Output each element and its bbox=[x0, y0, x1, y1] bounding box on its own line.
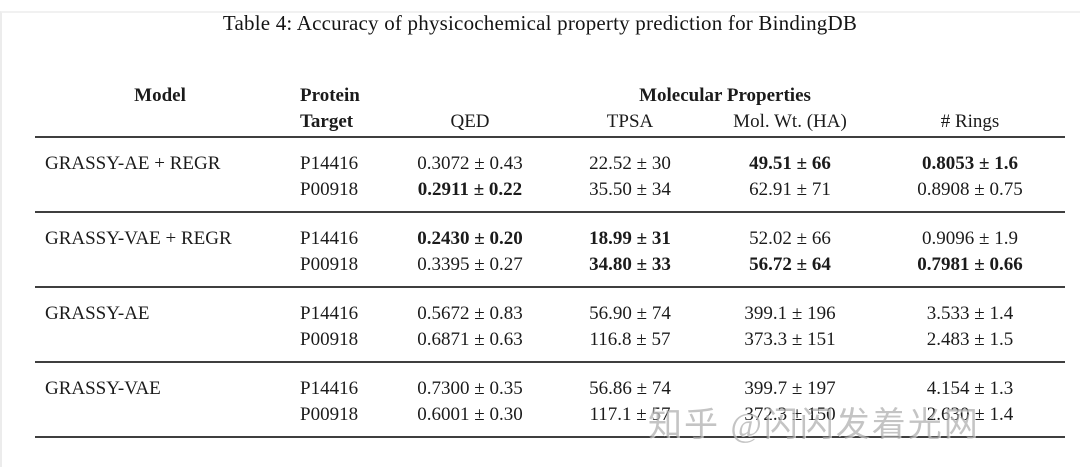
column-header-rings: # Rings bbox=[940, 111, 1000, 132]
qed-value-cell: 0.3395 ± 0.27 bbox=[417, 254, 523, 275]
protein-cell: P14416 bbox=[300, 378, 359, 399]
table-row: GRASSY-VAE + REGR P14416 0.2430 ± 0.20 18.9… bbox=[35, 226, 1065, 252]
model-cell: GRASSY-VAE bbox=[45, 378, 161, 399]
qed-value-cell: 0.6001 ± 0.30 bbox=[417, 404, 523, 425]
rings-value-cell: 2.630 ± 1.4 bbox=[926, 404, 1014, 425]
protein-cell: P14416 bbox=[300, 303, 359, 324]
tpsa-value-cell: 117.1 ± 57 bbox=[589, 404, 671, 425]
table-row: P00918 0.3395 ± 0.27 34.80 ± 33 56.72 ± 64 0… bbox=[35, 252, 1065, 278]
tpsa-value-cell: 56.90 ± 74 bbox=[589, 303, 671, 324]
protein-cell: P00918 bbox=[300, 179, 359, 200]
tpsa-value-cell: 56.86 ± 74 bbox=[589, 378, 671, 399]
tpsa-value-cell: 116.8 ± 57 bbox=[589, 329, 671, 350]
model-cell: GRASSY-VAE + REGR bbox=[45, 228, 232, 249]
column-header-protein: Protein bbox=[300, 85, 360, 106]
qed-value-cell: 0.5672 ± 0.83 bbox=[417, 303, 523, 324]
rings-value-cell: 0.8053 ± 1.6 bbox=[922, 153, 1018, 174]
tpsa-value-cell: 35.50 ± 34 bbox=[589, 179, 671, 200]
table-group: GRASSY-VAE P14416 0.7300 ± 0.35 56.86 ± 74 3… bbox=[35, 363, 1065, 438]
model-cell bbox=[35, 327, 285, 353]
results-table: Model Protein Molecular Properties Targe… bbox=[35, 77, 1065, 438]
table-row: GRASSY-AE P14416 0.5672 ± 0.83 56.90 ± 74 39… bbox=[35, 301, 1065, 327]
protein-cell: P00918 bbox=[300, 329, 359, 350]
table-group: GRASSY-VAE + REGR P14416 0.2430 ± 0.20 18.9… bbox=[35, 213, 1065, 288]
molwt-value-cell: 62.91 ± 71 bbox=[749, 179, 831, 200]
column-header-molecular-properties: Molecular Properties bbox=[639, 85, 811, 106]
column-header-molwt: Mol. Wt. (HA) bbox=[733, 111, 847, 132]
rings-value-cell: 0.8908 ± 0.75 bbox=[917, 179, 1023, 200]
rings-value-cell: 3.533 ± 1.4 bbox=[926, 303, 1014, 324]
table-group: GRASSY-AE + REGR P14416 0.3072 ± 0.43 22.52… bbox=[35, 138, 1065, 213]
qed-value-cell: 0.2430 ± 0.20 bbox=[417, 228, 523, 249]
column-header-qed: QED bbox=[450, 111, 490, 132]
molwt-value-cell: 49.51 ± 66 bbox=[749, 153, 831, 174]
molwt-value-cell: 399.7 ± 197 bbox=[744, 378, 836, 399]
column-header-model: Model bbox=[134, 85, 186, 106]
tpsa-value-cell: 34.80 ± 33 bbox=[589, 254, 671, 275]
model-cell bbox=[35, 402, 285, 428]
rings-value-cell: 0.7981 ± 0.66 bbox=[917, 254, 1023, 275]
protein-cell: P00918 bbox=[300, 404, 359, 425]
column-header-tpsa: TPSA bbox=[606, 111, 654, 132]
model-cell bbox=[35, 177, 285, 203]
table-row: P00918 0.2911 ± 0.22 35.50 ± 34 62.91 ± 71 0… bbox=[35, 177, 1065, 203]
model-cell bbox=[35, 252, 285, 278]
table-row: P00918 0.6001 ± 0.30 117.1 ± 57 372.3 ± 150… bbox=[35, 402, 1065, 428]
table-body: GRASSY-AE + REGR P14416 0.3072 ± 0.43 22.52… bbox=[35, 138, 1065, 438]
protein-cell: P00918 bbox=[300, 254, 359, 275]
table-title: Table 4: Accuracy of physicochemical pro… bbox=[222, 11, 858, 35]
molwt-value-cell: 372.3 ± 150 bbox=[744, 404, 836, 425]
rings-value-cell: 4.154 ± 1.3 bbox=[926, 378, 1014, 399]
molwt-value-cell: 399.1 ± 196 bbox=[744, 303, 836, 324]
rings-value-cell: 2.483 ± 1.5 bbox=[926, 329, 1014, 350]
tpsa-value-cell: 22.52 ± 30 bbox=[589, 153, 671, 174]
molwt-value-cell: 52.02 ± 66 bbox=[749, 228, 831, 249]
header-rule bbox=[35, 133, 1065, 138]
model-cell: GRASSY-AE bbox=[45, 303, 150, 324]
table-row: GRASSY-AE + REGR P14416 0.3072 ± 0.43 22.52… bbox=[35, 151, 1065, 177]
protein-cell: P14416 bbox=[300, 153, 359, 174]
qed-value-cell: 0.7300 ± 0.35 bbox=[417, 378, 523, 399]
qed-value-cell: 0.2911 ± 0.22 bbox=[417, 179, 523, 200]
qed-value-cell: 0.6871 ± 0.63 bbox=[417, 329, 523, 350]
column-header-target: Target bbox=[300, 111, 354, 132]
table-header-row-1: Model Protein Molecular Properties bbox=[35, 81, 1065, 107]
qed-value-cell: 0.3072 ± 0.43 bbox=[417, 153, 523, 174]
protein-cell: P14416 bbox=[300, 228, 359, 249]
table-row: P00918 0.6871 ± 0.63 116.8 ± 57 373.3 ± 151… bbox=[35, 327, 1065, 353]
table-row: GRASSY-VAE P14416 0.7300 ± 0.35 56.86 ± 74 3… bbox=[35, 376, 1065, 402]
table-group: GRASSY-AE P14416 0.5672 ± 0.83 56.90 ± 74 39… bbox=[35, 288, 1065, 363]
table-header-row-2: Target QED TPSA Mol. Wt. (HA) # Rings bbox=[35, 107, 1065, 133]
tpsa-value-cell: 18.99 ± 31 bbox=[589, 228, 671, 249]
molwt-value-cell: 373.3 ± 151 bbox=[744, 329, 836, 350]
molwt-value-cell: 56.72 ± 64 bbox=[749, 254, 831, 275]
model-cell: GRASSY-AE + REGR bbox=[45, 153, 221, 174]
rings-value-cell: 0.9096 ± 1.9 bbox=[922, 228, 1018, 249]
